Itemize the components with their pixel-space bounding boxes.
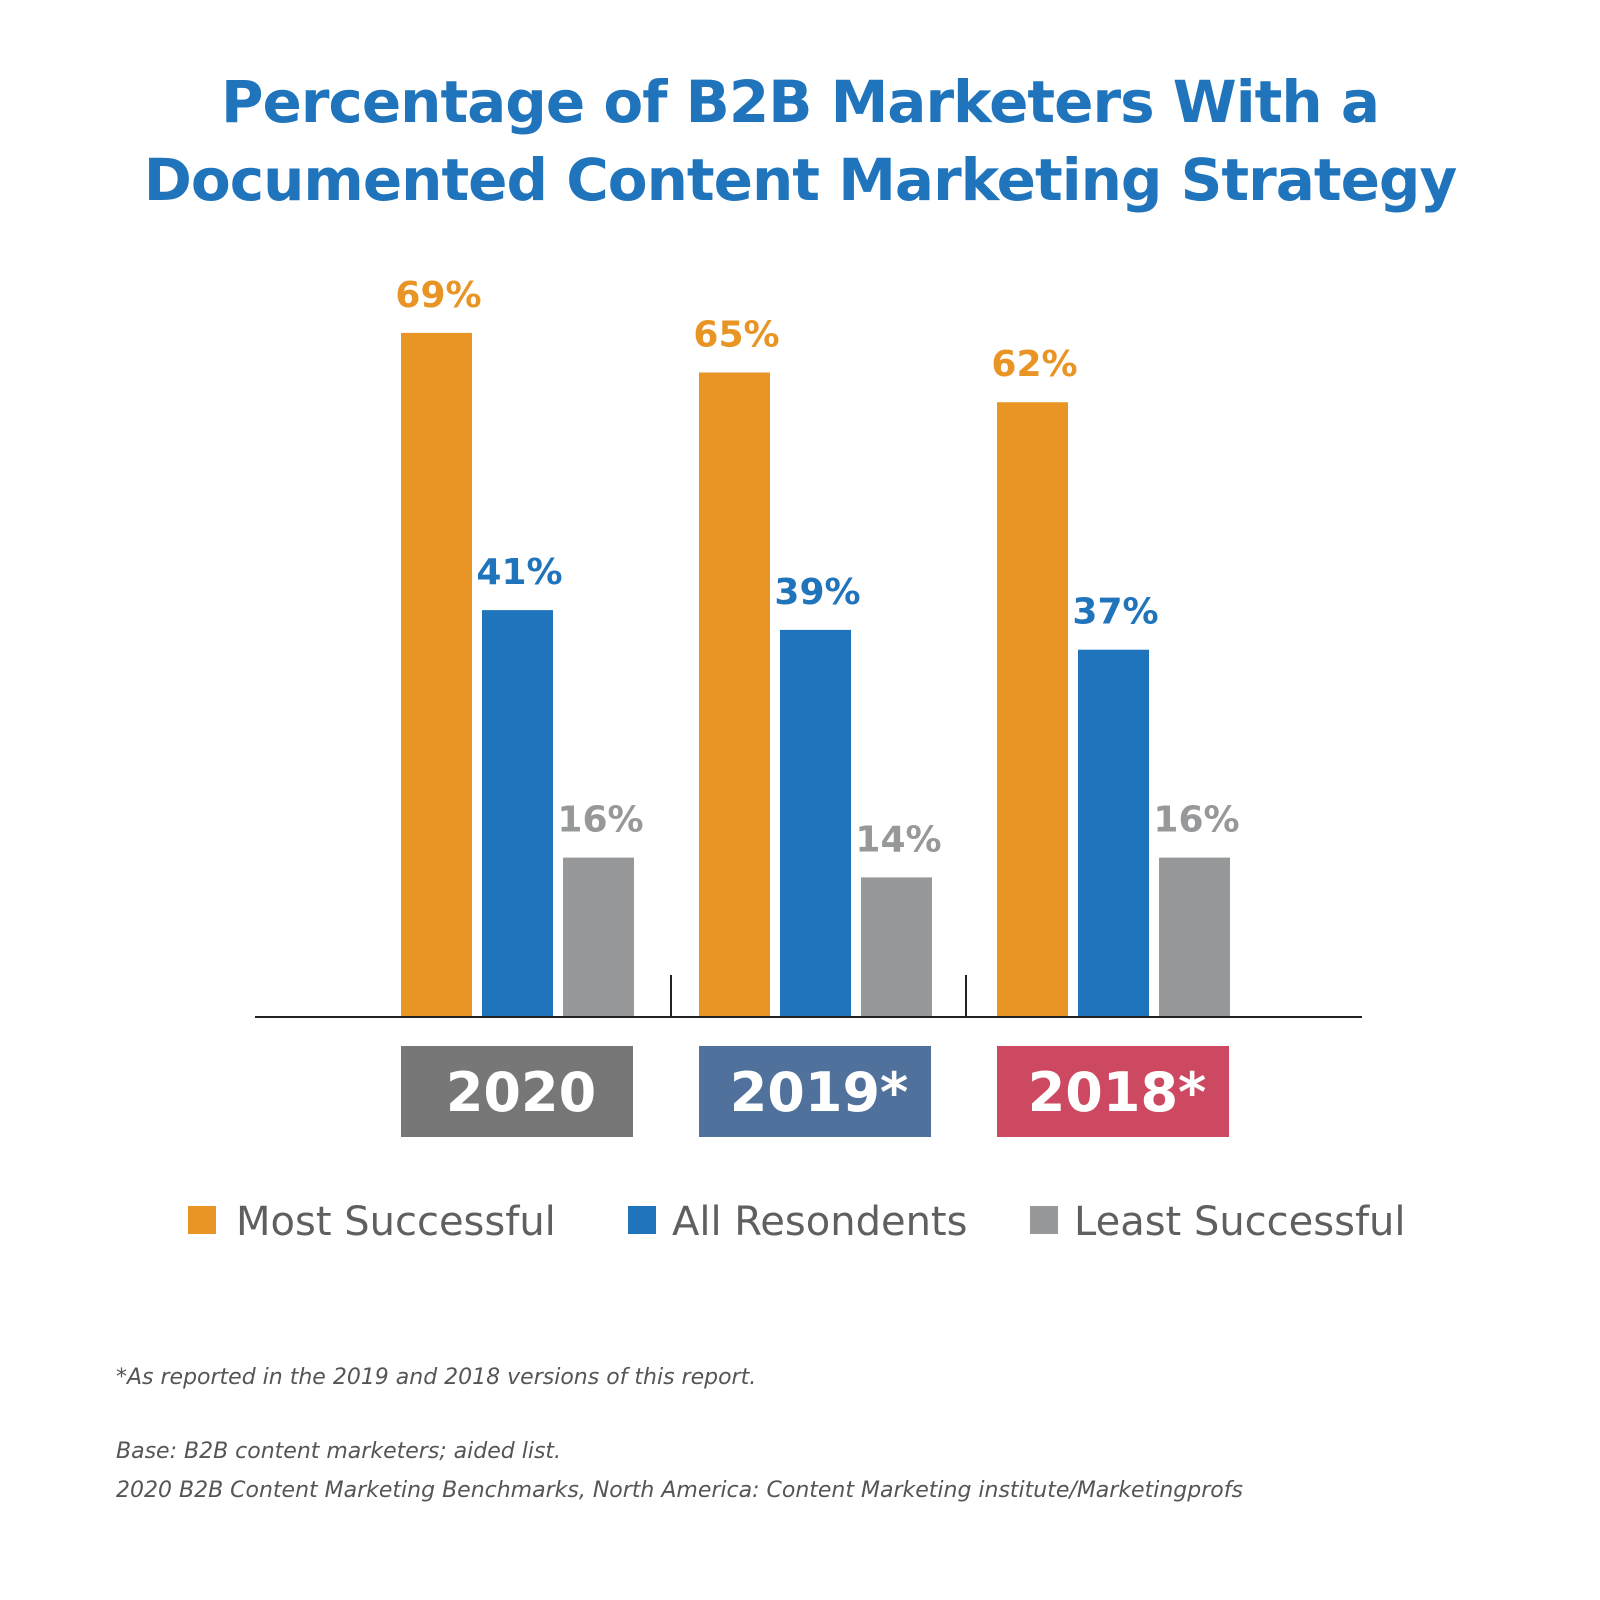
value-label-2019-least-successful: 14% bbox=[855, 819, 941, 860]
value-labels-layer: 69% 41% 16% 65% 39% 14% 62% 37% 16% bbox=[395, 275, 1239, 861]
year-badge-2020 bbox=[401, 1046, 633, 1137]
footnote-source: 2020 B2B Content Marketing Benchmarks, N… bbox=[116, 1478, 1243, 1503]
legend-label-most-successful: Most Successful bbox=[236, 1199, 556, 1245]
year-badge-2019 bbox=[699, 1046, 931, 1137]
legend-label-all-respondents: All Resondents bbox=[672, 1199, 967, 1245]
bar-2020-all-respondents bbox=[482, 610, 553, 1016]
legend-label-least-successful: Least Successful bbox=[1074, 1199, 1406, 1245]
bar-2019-least-successful bbox=[861, 877, 932, 1016]
year-badge-2018 bbox=[997, 1046, 1229, 1137]
bar-2020-most-successful bbox=[401, 332, 472, 1016]
bar-2019-all-respondents bbox=[780, 629, 851, 1016]
legend-swatch-least-successful bbox=[1030, 1206, 1058, 1234]
value-label-2018-most-successful: 62% bbox=[991, 344, 1077, 385]
value-label-2020-least-successful: 16% bbox=[557, 800, 643, 841]
footnote-base: Base: B2B content marketers; aided list. bbox=[116, 1439, 561, 1464]
year-label-2018: 2018* bbox=[1028, 1061, 1207, 1124]
legend: Most Successful All Resondents Least Suc… bbox=[188, 1199, 1406, 1245]
value-label-2018-all-respondents: 37% bbox=[1072, 592, 1158, 633]
bar-2018-all-respondents bbox=[1078, 649, 1149, 1016]
bar-2018-least-successful bbox=[1159, 857, 1230, 1016]
value-label-2020-all-respondents: 41% bbox=[476, 552, 562, 593]
legend-swatch-all-respondents bbox=[628, 1206, 656, 1234]
value-label-2018-least-successful: 16% bbox=[1153, 800, 1239, 841]
year-label-2019: 2019* bbox=[730, 1061, 909, 1124]
bars-layer bbox=[401, 332, 1230, 1016]
value-label-2019-all-respondents: 39% bbox=[774, 572, 860, 613]
chart-title-line-2: Documented Content Marketing Strategy bbox=[144, 146, 1457, 214]
bar-2019-most-successful bbox=[699, 372, 770, 1016]
year-label-2020: 2020 bbox=[446, 1061, 596, 1124]
value-label-2020-most-successful: 69% bbox=[395, 275, 481, 316]
chart-title-line-1: Percentage of B2B Marketers With a bbox=[221, 68, 1379, 136]
footnote-asterisk: *As reported in the 2019 and 2018 versio… bbox=[116, 1365, 756, 1390]
bar-2020-least-successful bbox=[563, 857, 634, 1016]
year-labels-layer: 2020 2019* 2018* bbox=[401, 1046, 1229, 1137]
value-label-2019-most-successful: 65% bbox=[693, 315, 779, 356]
legend-swatch-most-successful bbox=[188, 1206, 216, 1234]
bar-2018-most-successful bbox=[997, 402, 1068, 1016]
